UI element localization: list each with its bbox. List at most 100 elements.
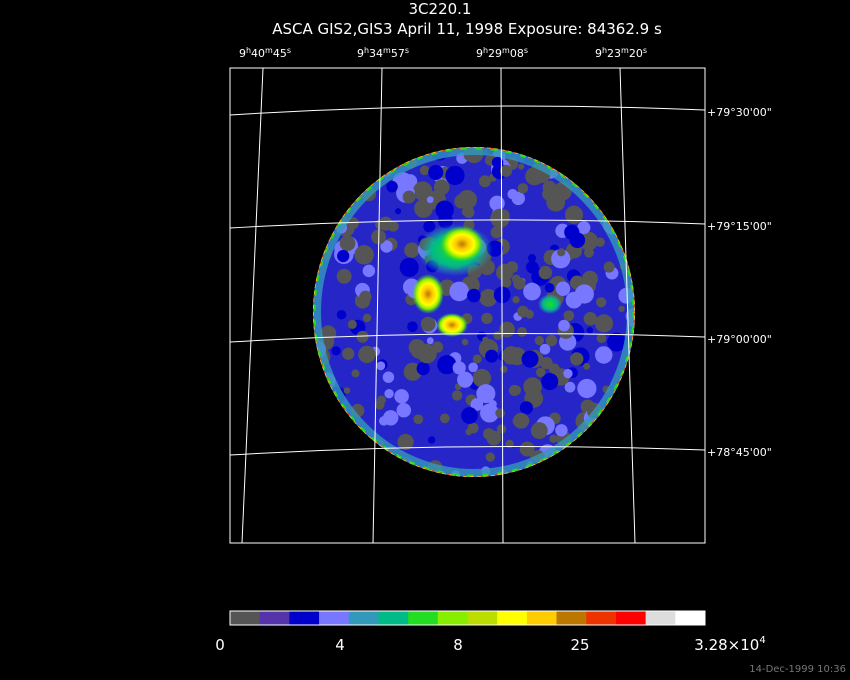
ra-line — [372, 67, 383, 544]
noise-blob — [523, 377, 542, 396]
ra-label-part: 20 — [629, 47, 643, 60]
noise-blob — [500, 164, 513, 177]
noise-blob — [555, 281, 571, 296]
noise-blob — [407, 321, 418, 332]
noise-blob — [476, 384, 496, 404]
noise-blob — [413, 414, 424, 425]
colorbar-label: 25 — [570, 636, 589, 654]
title: 3C220.1 — [409, 0, 472, 18]
timestamp: 14-Dec-1999 10:36 — [749, 664, 846, 675]
colorbar-swatch — [497, 611, 528, 625]
noise-blob — [577, 378, 597, 399]
noise-blob — [524, 309, 534, 319]
ra-label-part: 29 — [488, 47, 502, 60]
noise-blob — [481, 312, 493, 325]
noise-blob — [534, 335, 545, 346]
noise-blob — [426, 337, 434, 345]
ra-label-part: m — [265, 46, 273, 55]
colorbar-label-part: 4 — [335, 636, 345, 654]
colorbar-swatch — [378, 611, 409, 625]
ra-label-part: h — [602, 46, 607, 55]
noise-blob — [530, 422, 548, 440]
colorbar-label-part: 0 — [215, 636, 225, 654]
colorbar-swatch — [675, 611, 706, 625]
source — [538, 294, 562, 314]
noise-blob — [343, 387, 351, 394]
noise-blob — [426, 196, 434, 204]
noise-blob — [347, 319, 357, 329]
noise-blob — [545, 334, 558, 347]
noise-blob — [461, 407, 478, 424]
noise-blob — [521, 350, 539, 368]
noise-blob — [382, 410, 399, 426]
dec-label: +79°00'00" — [707, 333, 772, 346]
noise-blob — [595, 237, 605, 247]
noise-blob — [358, 345, 376, 364]
noise-blob — [513, 277, 526, 290]
noise-blob — [462, 206, 475, 219]
noise-blob — [517, 326, 528, 337]
noise-blob — [472, 354, 482, 364]
noise-blob — [376, 361, 386, 371]
colorbar-swatch — [437, 611, 468, 625]
noise-blob — [490, 208, 510, 229]
noise-blob — [519, 441, 535, 457]
noise-blob — [594, 314, 614, 333]
colorbar-swatch — [230, 611, 260, 625]
noise-blob — [386, 180, 398, 193]
noise-blob — [490, 226, 503, 239]
noise-blob — [397, 433, 414, 451]
noise-blob — [496, 424, 507, 434]
dec-line — [229, 445, 706, 456]
ra-label: 9h23m20s — [595, 46, 647, 60]
noise-blob — [467, 422, 479, 434]
colorbar-label-part: 8 — [453, 636, 463, 654]
ra-label-part: 45 — [273, 47, 287, 60]
noise-blob — [583, 311, 598, 326]
noise-blob — [577, 221, 591, 235]
noise-blob — [507, 188, 518, 200]
noise-blob — [380, 240, 393, 253]
noise-blob — [535, 367, 546, 378]
noise-blob — [563, 368, 573, 379]
ra-label-part: 9 — [357, 47, 364, 60]
noise-blob — [557, 248, 566, 257]
ra-label-part: h — [246, 46, 251, 55]
noise-blob — [518, 163, 525, 170]
noise-blob — [356, 330, 369, 343]
noise-blob — [428, 164, 444, 180]
noise-blob — [513, 412, 530, 429]
noise-blob — [342, 347, 355, 360]
noise-blob — [519, 401, 534, 415]
colorbar — [229, 610, 706, 626]
noise-blob — [339, 235, 356, 252]
ra-label: 9h29m08s — [476, 46, 528, 60]
noise-blob — [396, 402, 412, 418]
noise-blob — [419, 165, 430, 176]
noise-blob — [607, 332, 627, 352]
noise-blob — [574, 284, 594, 304]
noise-blob — [439, 413, 450, 424]
noise-blob — [394, 389, 409, 404]
noise-blob — [478, 175, 491, 188]
noise-blob — [582, 270, 598, 287]
noise-blob — [402, 190, 416, 204]
noise-blob — [362, 313, 372, 323]
noise-blob — [540, 356, 553, 370]
noise-blob — [414, 199, 433, 218]
noise-blob — [336, 268, 352, 284]
noise-blob — [544, 282, 555, 293]
dec-line — [229, 219, 706, 229]
colorbar-label: 3.28×104 — [694, 635, 765, 654]
source — [436, 313, 468, 337]
noise-blob — [541, 372, 559, 391]
noise-blob — [445, 165, 465, 186]
noise-blob — [359, 290, 372, 303]
noise-blob — [404, 242, 420, 258]
coordinate-grid — [229, 67, 706, 544]
noise-blob — [449, 281, 469, 302]
ra-label: 9h34m57s — [357, 46, 409, 60]
ra-label-part: 9 — [476, 47, 483, 60]
noise-blob — [586, 326, 594, 334]
ra-label-part: s — [405, 46, 409, 55]
